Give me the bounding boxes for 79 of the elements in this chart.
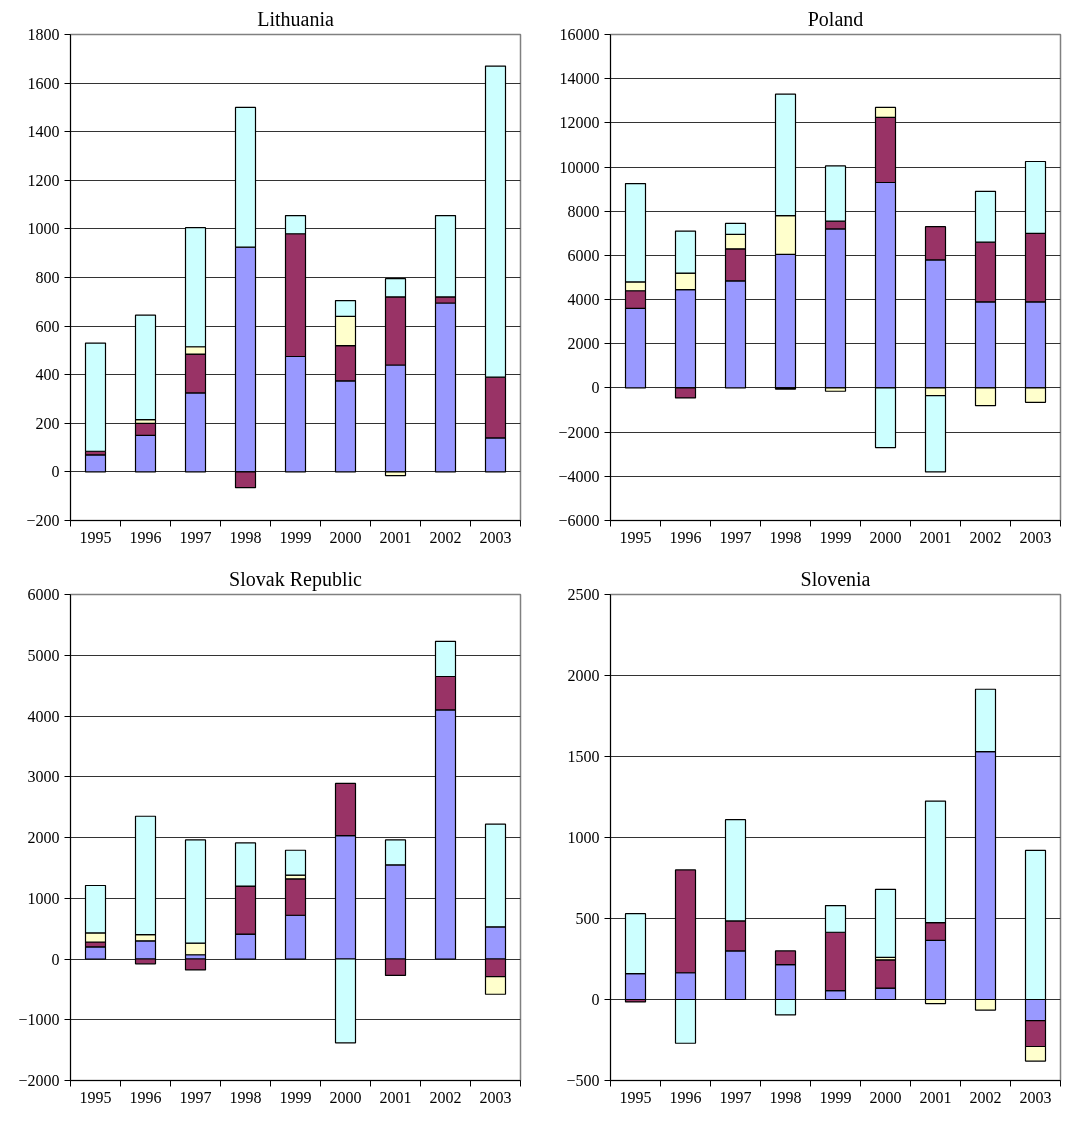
- x-tick-label: 1997: [179, 528, 212, 546]
- x-tick-label: 1999: [279, 528, 312, 546]
- y-tick-label: 6000: [27, 586, 60, 603]
- x-tick-label: 1995: [79, 1088, 112, 1106]
- chart-title: Lithuania: [257, 7, 334, 30]
- y-tick-label: 1500: [567, 748, 600, 765]
- x-tick-label: 2002: [969, 1088, 1002, 1106]
- x-tick-label: 1999: [279, 1088, 312, 1106]
- x-tick-label: 2001: [379, 528, 412, 546]
- y-tick-label: 10000: [559, 158, 600, 176]
- y-tick-label: 0: [591, 991, 600, 1008]
- y-tick-label: 4000: [27, 707, 60, 725]
- x-tick-label: 1996: [669, 1088, 702, 1106]
- y-tick-label: −4000: [558, 467, 600, 485]
- x-tick-label: 2002: [429, 528, 462, 546]
- y-tick-label: 1200: [27, 171, 60, 189]
- x-tick-label: 2001: [379, 1088, 412, 1106]
- x-tick-label: 2003: [1019, 528, 1052, 546]
- x-tick-label: 1995: [619, 528, 652, 546]
- x-tick-label: 1996: [129, 528, 162, 546]
- y-tick-label: 12000: [559, 114, 600, 132]
- y-tick-label: 2000: [567, 335, 600, 353]
- x-tick-label: 2000: [329, 528, 362, 546]
- x-tick-label: 1998: [229, 528, 262, 546]
- y-tick-label: 3000: [27, 768, 60, 786]
- x-tick-label: 2002: [969, 528, 1002, 546]
- chart-title: Slovenia: [800, 567, 871, 590]
- y-tick-label: 2000: [567, 667, 600, 684]
- x-tick-label: 1998: [769, 528, 802, 546]
- y-tick-label: −500: [566, 1072, 600, 1089]
- y-tick-label: 1000: [27, 889, 60, 907]
- y-tick-label: 1000: [27, 220, 60, 238]
- x-tick-label: 1999: [819, 1088, 852, 1106]
- y-tick-label: −200: [26, 512, 60, 529]
- x-tick-label: 1997: [719, 528, 752, 546]
- x-tick-label: 2003: [1019, 1088, 1052, 1106]
- x-tick-label: 1999: [819, 528, 852, 546]
- y-tick-label: 14000: [559, 70, 600, 88]
- chart-title: Slovak Republic: [229, 567, 362, 591]
- y-tick-label: 8000: [567, 202, 600, 220]
- x-tick-label: 2000: [869, 1088, 902, 1106]
- y-tick-label: 1400: [27, 123, 60, 141]
- x-tick-label: 2003: [479, 1088, 512, 1106]
- x-tick-label: 2000: [869, 528, 902, 546]
- y-tick-label: 1800: [27, 26, 60, 43]
- x-tick-label: 1995: [619, 1088, 652, 1106]
- y-tick-label: 1000: [567, 829, 600, 846]
- x-tick-label: 2001: [919, 1088, 952, 1106]
- x-tick-label: 1998: [769, 1088, 802, 1106]
- y-tick-label: 0: [591, 379, 600, 397]
- y-tick-label: −2000: [558, 423, 600, 441]
- y-tick-label: −1000: [18, 1011, 60, 1029]
- x-tick-label: 1997: [179, 1088, 212, 1106]
- y-tick-label: 400: [35, 366, 60, 384]
- x-tick-label: 1995: [79, 528, 112, 546]
- y-tick-label: −6000: [558, 512, 600, 529]
- y-tick-label: 5000: [27, 646, 60, 664]
- y-tick-label: 800: [35, 269, 60, 286]
- y-tick-label: 500: [575, 910, 600, 927]
- x-tick-label: 2001: [919, 528, 952, 546]
- y-tick-label: 200: [35, 414, 60, 432]
- x-tick-label: 2003: [479, 528, 512, 546]
- chart-title: Poland: [807, 7, 864, 30]
- y-tick-label: 2000: [27, 829, 60, 846]
- y-tick-label: 1600: [27, 74, 60, 92]
- y-tick-label: 600: [35, 317, 60, 335]
- y-tick-label: 2500: [567, 586, 600, 603]
- y-tick-label: 4000: [567, 291, 600, 309]
- y-tick-label: 6000: [567, 246, 600, 264]
- y-tick-label: −2000: [18, 1072, 60, 1089]
- x-tick-label: 2002: [429, 1088, 462, 1106]
- y-tick-label: 0: [51, 463, 60, 481]
- x-tick-label: 1996: [129, 1088, 162, 1106]
- x-tick-label: 1996: [669, 528, 702, 546]
- x-tick-label: 1998: [229, 1088, 262, 1106]
- x-tick-label: 1997: [719, 1088, 752, 1106]
- y-tick-label: 16000: [559, 26, 600, 43]
- y-tick-label: 0: [51, 950, 60, 968]
- x-tick-label: 2000: [329, 1088, 362, 1106]
